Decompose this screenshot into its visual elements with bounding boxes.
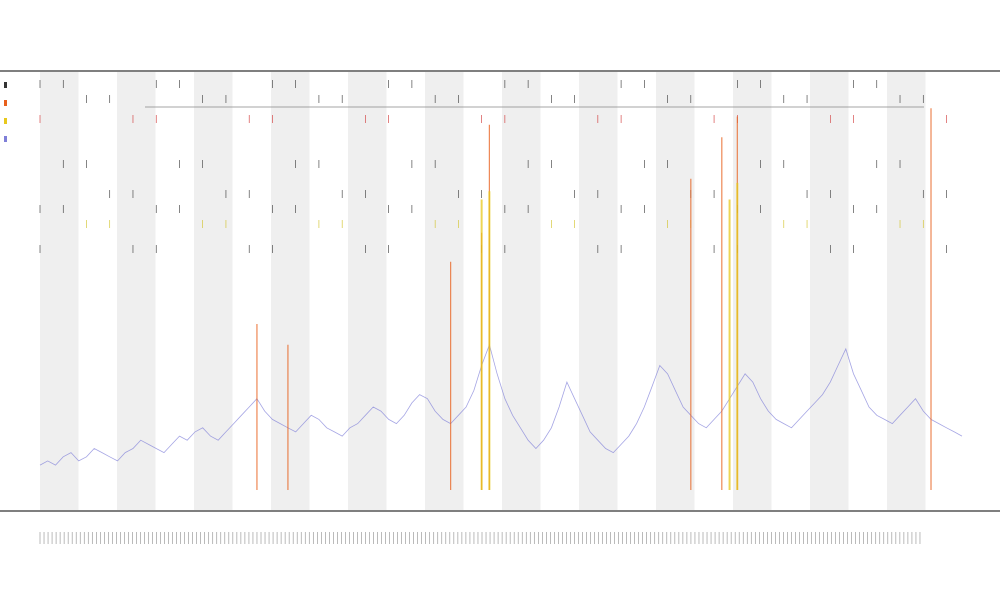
x-axis-ticks (39, 532, 921, 544)
background-band (425, 72, 464, 510)
background-band (117, 72, 156, 510)
background-band (810, 72, 849, 510)
background-band (348, 72, 387, 510)
background-band (502, 72, 541, 510)
background-band (194, 72, 233, 510)
background-bands (40, 72, 926, 510)
background-band (656, 72, 695, 510)
series-group (39, 108, 963, 490)
legend-swatch (4, 136, 7, 142)
background-band (887, 72, 926, 510)
legend-swatch (4, 100, 7, 106)
series-line (39, 343, 963, 466)
legend (4, 82, 7, 142)
background-band (271, 72, 310, 510)
background-band (40, 72, 79, 510)
legend-swatch (4, 118, 7, 124)
legend-swatch (4, 82, 7, 88)
background-band (579, 72, 618, 510)
background-band (733, 72, 772, 510)
